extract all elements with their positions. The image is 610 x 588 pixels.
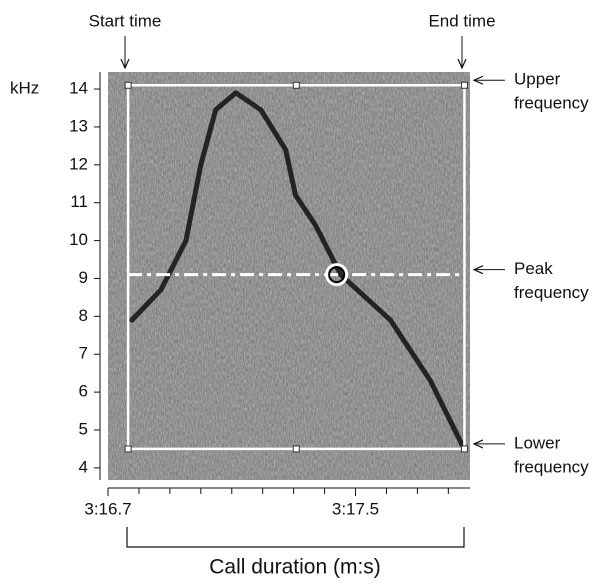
y-tick-label: 10 — [69, 230, 88, 249]
duration-bracket — [126, 527, 465, 548]
y-tick-label: 11 — [70, 192, 88, 211]
peak-marker-inner — [328, 266, 346, 284]
lower-label: frequency — [514, 457, 589, 476]
x-tick-label: 3:16.7 — [84, 499, 131, 518]
selection-handle — [124, 445, 132, 453]
selection-handle — [292, 445, 300, 453]
upper-label: frequency — [514, 94, 589, 113]
y-tick-label: 14 — [69, 79, 88, 98]
y-axis-label: kHz — [10, 78, 39, 97]
lower-label: Lower — [514, 433, 561, 452]
selection-handle — [460, 81, 468, 89]
peak-label: Peak — [514, 259, 553, 278]
selection-handle — [292, 81, 300, 89]
start-label: Start time — [89, 11, 162, 30]
y-tick-label: 8 — [79, 306, 88, 325]
end-label: End time — [428, 11, 495, 30]
call-contour — [129, 90, 465, 448]
y-tick-label: 13 — [69, 116, 88, 135]
y-tick-label: 9 — [79, 268, 88, 287]
y-tick-label: 12 — [69, 154, 88, 173]
selection-handle — [124, 81, 132, 89]
y-tick-label: 4 — [79, 457, 88, 476]
peak-label: frequency — [514, 283, 589, 302]
y-tick-label: 5 — [79, 419, 88, 438]
y-tick-label: 7 — [79, 344, 88, 363]
x-tick-label: 3:17.5 — [332, 499, 379, 518]
y-tick-label: 6 — [79, 382, 88, 401]
peak-marker — [325, 263, 349, 287]
selection-handle — [460, 445, 468, 453]
upper-label: Upper — [514, 70, 561, 89]
x-axis-label: Call duration (m:s) — [209, 556, 381, 579]
